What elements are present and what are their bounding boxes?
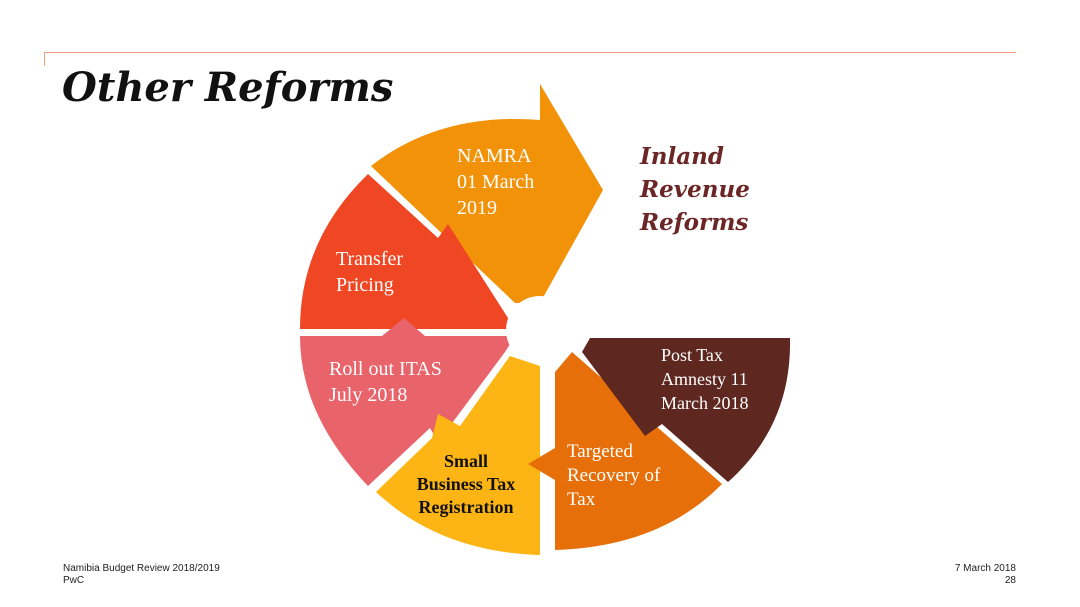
segment-label-namra: NAMRA 01 March 2019 xyxy=(457,145,535,219)
footer-company: PwC xyxy=(63,575,85,586)
segment-label-post-tax-amnesty: Post Tax Amnesty 11 March 2018 xyxy=(661,345,749,413)
segment-roll-out-itas xyxy=(300,318,515,486)
footer-right: 7 March 2018 28 xyxy=(900,563,1016,587)
footer-left: Namibia Budget Review 2018/2019 PwC xyxy=(63,563,220,587)
header-rule xyxy=(44,52,1016,53)
segment-label-transfer-pricing: Transfer Pricing xyxy=(336,248,404,296)
footer-date: 7 March 2018 xyxy=(954,563,1016,574)
segment-transfer-pricing xyxy=(300,174,515,329)
segment-small-business-tax xyxy=(376,356,540,555)
footer-page-number: 28 xyxy=(1004,575,1016,586)
header-rule-tick xyxy=(44,52,45,66)
diagram-heading: Inland Revenue Reforms xyxy=(640,143,750,236)
segment-label-roll-out-itas: Roll out ITAS July 2018 xyxy=(329,358,442,406)
segment-targeted-recovery xyxy=(528,352,722,550)
segment-label-small-business-tax: Small Business Tax Registration xyxy=(416,451,516,517)
diagram-center xyxy=(506,296,574,364)
segment-post-tax-amnesty xyxy=(582,338,791,482)
segment-label-targeted-recovery: Targeted Recovery of Tax xyxy=(567,441,661,510)
slide-title: Other Reforms xyxy=(62,64,394,111)
segment-namra xyxy=(371,84,603,303)
footer-publication: Namibia Budget Review 2018/2019 xyxy=(63,563,220,574)
